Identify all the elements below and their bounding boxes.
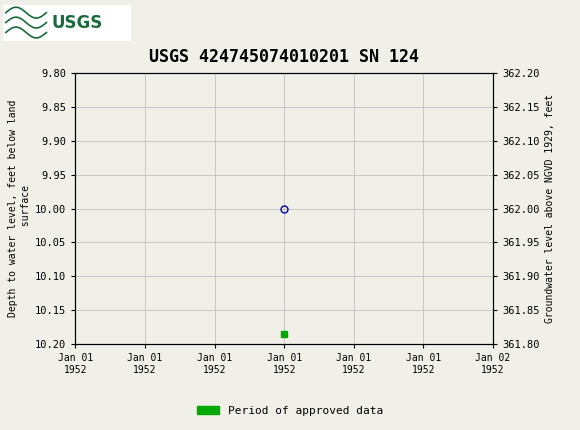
- Bar: [3, 4, 130, 41]
- Title: USGS 424745074010201 SN 124: USGS 424745074010201 SN 124: [149, 48, 419, 66]
- Legend: Period of approved data: Period of approved data: [193, 401, 387, 420]
- Y-axis label: Groundwater level above NGVD 1929, feet: Groundwater level above NGVD 1929, feet: [545, 94, 555, 323]
- Text: USGS: USGS: [51, 14, 103, 31]
- Y-axis label: Depth to water level, feet below land
 surface: Depth to water level, feet below land su…: [8, 100, 31, 317]
